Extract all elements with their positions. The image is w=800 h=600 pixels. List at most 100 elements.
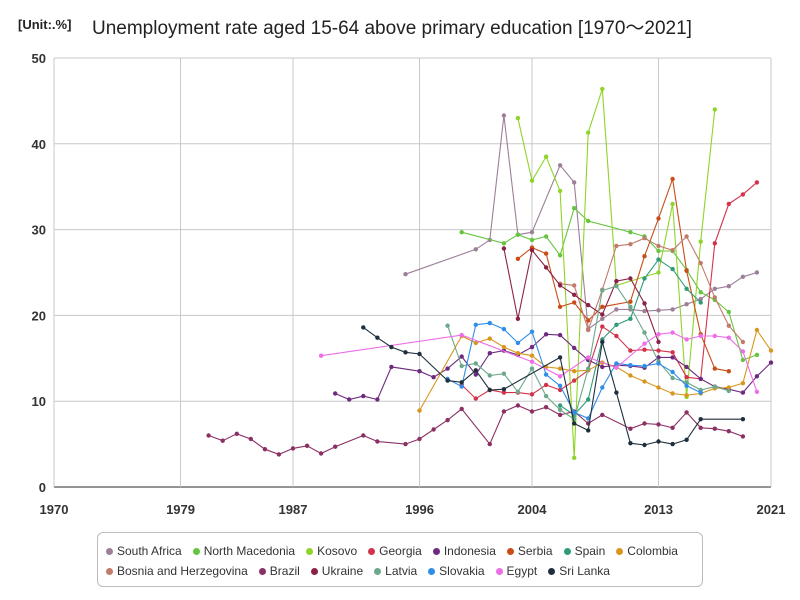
series-line-sri-lanka: [362, 326, 743, 446]
data-point-latvia: [684, 380, 689, 385]
x-tick-label: 2013: [644, 502, 673, 517]
data-point-bosnia-and-herzegovina: [740, 339, 746, 345]
data-point-colombia: [768, 348, 774, 353]
data-point-kosovo: [557, 188, 563, 194]
data-point-sri-lanka: [501, 387, 507, 392]
data-point-north-macedonia: [656, 248, 661, 254]
y-tick-label: 40: [32, 137, 46, 152]
data-point-indonesia: [740, 390, 746, 395]
data-point-colombia: [670, 391, 675, 396]
legend-label: Indonesia: [443, 544, 496, 558]
data-point-latvia: [543, 393, 549, 399]
x-tick-label: 1979: [166, 502, 195, 517]
data-point-brazil: [276, 452, 282, 457]
data-point-brazil: [445, 417, 450, 423]
data-point-north-macedonia: [529, 237, 535, 243]
data-point-latvia: [529, 366, 535, 371]
data-point-ukraine: [529, 248, 535, 253]
data-point-colombia: [628, 373, 633, 378]
data-point-egypt: [459, 332, 464, 338]
legend-swatch: [310, 567, 318, 575]
data-point-egypt: [698, 333, 703, 339]
data-point-brazil: [206, 433, 211, 438]
data-point-kosovo: [543, 154, 549, 159]
legend-swatch: [548, 567, 556, 575]
data-point-brazil: [557, 412, 563, 418]
data-point-georgia: [656, 348, 661, 353]
unit-label: [Unit:.%]: [18, 17, 72, 32]
legend-label: Egypt: [506, 564, 538, 578]
data-point-egypt: [754, 389, 760, 394]
data-point-brazil: [712, 426, 717, 431]
data-point-ukraine: [572, 292, 577, 297]
data-point-indonesia: [768, 360, 774, 365]
data-point-brazil: [684, 410, 689, 415]
data-point-ukraine: [656, 339, 661, 345]
data-point-kosovo: [586, 130, 591, 135]
legend-label: Brazil: [269, 564, 300, 578]
data-point-bosnia-and-herzegovina: [572, 283, 577, 288]
data-point-brazil: [290, 446, 296, 451]
data-point-indonesia: [670, 355, 675, 360]
data-point-ukraine: [501, 246, 507, 251]
legend-item-spain: Spain: [563, 541, 606, 561]
legend-swatch: [432, 547, 440, 555]
legend-swatch: [306, 547, 314, 555]
y-tick-label: 50: [32, 51, 46, 66]
data-point-brazil: [220, 438, 225, 443]
data-point-south-africa: [501, 113, 507, 118]
data-point-colombia: [740, 381, 746, 386]
data-point-indonesia: [684, 364, 689, 370]
legend-label: Serbia: [517, 544, 553, 558]
data-point-sri-lanka: [557, 355, 563, 360]
legend: South Africa North Macedonia Kosovo Georgia…: [97, 532, 703, 587]
data-point-indonesia: [459, 354, 464, 359]
data-point-egypt: [656, 332, 661, 337]
data-point-egypt: [712, 333, 717, 339]
data-point-brazil: [501, 409, 507, 414]
data-point-south-africa: [473, 247, 478, 252]
data-point-north-macedonia: [628, 230, 633, 235]
data-point-bosnia-and-herzegovina: [614, 243, 619, 249]
data-point-sri-lanka: [600, 339, 605, 345]
data-point-brazil: [431, 427, 436, 432]
data-point-bosnia-and-herzegovina: [642, 236, 647, 241]
data-point-indonesia: [431, 375, 436, 380]
data-point-slovakia: [487, 320, 492, 326]
data-point-sri-lanka: [740, 417, 746, 422]
series-line-georgia: [461, 181, 758, 400]
legend-item-south-africa: South Africa: [106, 541, 182, 561]
legend-item-sri-lanka: Sri Lanka: [548, 561, 610, 581]
data-point-bosnia-and-herzegovina: [726, 323, 731, 328]
grid-lines: [53, 57, 772, 488]
data-point-colombia: [515, 351, 521, 356]
data-point-south-africa: [557, 163, 563, 168]
legend-label: Sri Lanka: [559, 564, 610, 578]
data-point-latvia: [459, 363, 464, 369]
legend-label: Spain: [574, 544, 606, 558]
data-point-slovakia: [656, 361, 661, 366]
data-point-south-africa: [529, 230, 535, 235]
data-point-sri-lanka: [459, 380, 464, 385]
data-point-latvia: [712, 384, 717, 389]
data-point-slovakia: [572, 410, 577, 415]
x-tick-label: 2021: [757, 502, 786, 517]
data-point-brazil: [375, 439, 380, 444]
data-point-ukraine: [515, 316, 521, 321]
data-point-south-africa: [656, 308, 661, 313]
data-point-indonesia: [375, 397, 380, 402]
data-point-north-macedonia: [586, 218, 591, 224]
data-point-brazil: [417, 436, 422, 442]
x-tick-label: 1987: [279, 502, 308, 517]
data-point-kosovo: [656, 270, 661, 275]
data-point-brazil: [726, 429, 731, 434]
series-sri-lanka: [361, 325, 746, 448]
data-point-sri-lanka: [614, 390, 619, 395]
y-tick-label: 30: [32, 223, 46, 238]
legend-label: Georgia: [379, 544, 422, 558]
data-point-brazil: [361, 433, 366, 438]
data-point-georgia: [754, 180, 760, 185]
data-point-brazil: [740, 434, 746, 439]
data-point-brazil: [459, 406, 464, 412]
data-point-sri-lanka: [670, 441, 675, 447]
